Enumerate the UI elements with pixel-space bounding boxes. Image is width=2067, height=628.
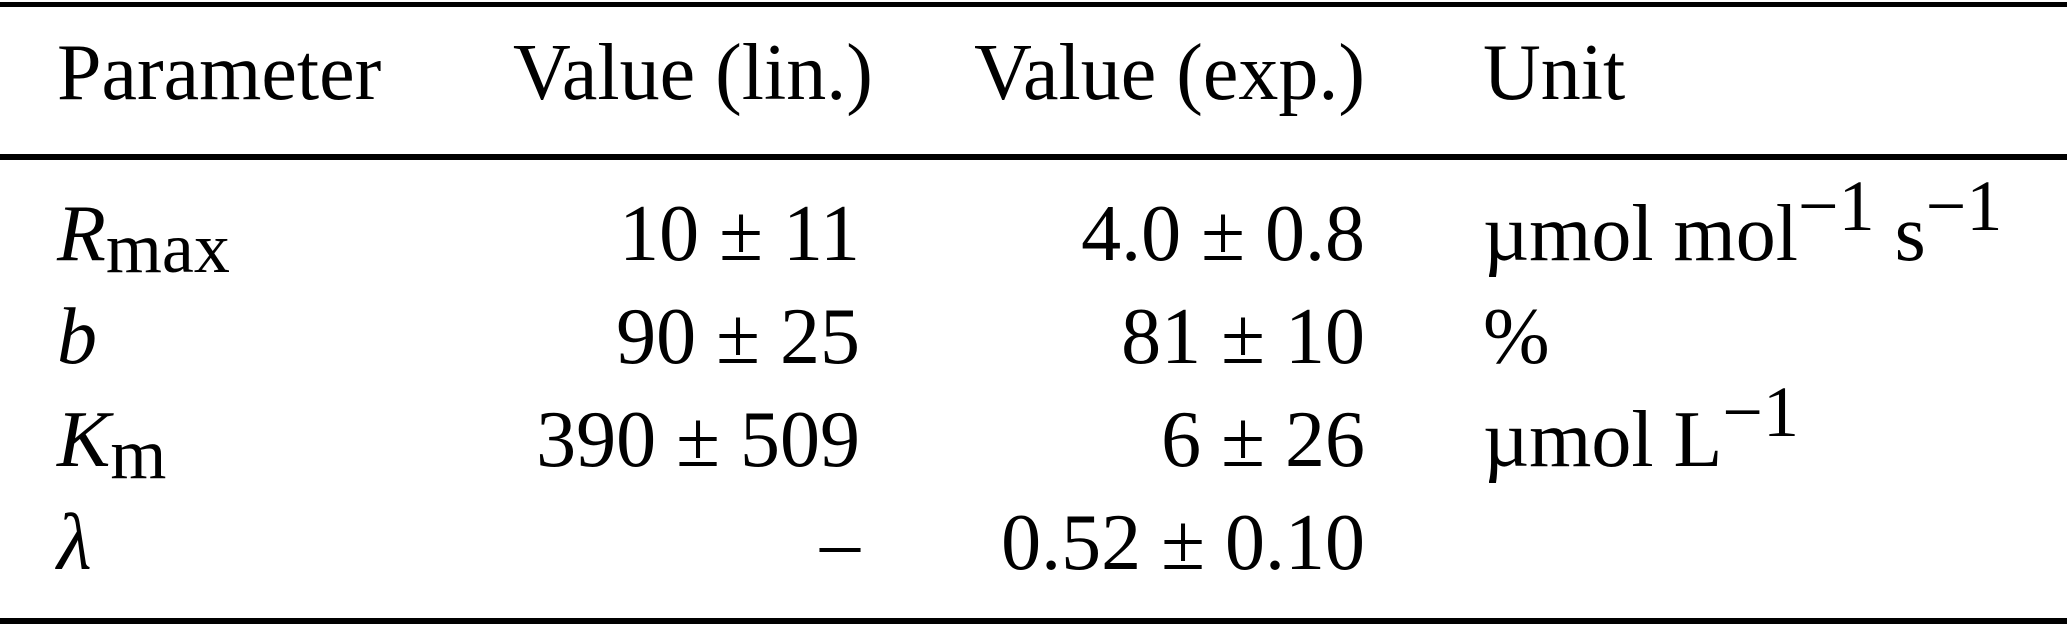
cell-value-exp: 4.0 ± 0.8	[1081, 189, 1365, 278]
cell-value-lin: –	[820, 498, 860, 587]
cell-unit: µmol L−1	[1365, 375, 2067, 479]
table-top-rule	[0, 2, 2067, 7]
table-body: Rmax 10 ± 11 4.0 ± 0.8 µmol mol−1 s−1 b 90 ± …	[0, 160, 2067, 594]
table-header-row: Parameter Value (lin.) Value (exp.) Unit	[0, 7, 2067, 154]
cell-parameter: Rmax	[57, 194, 513, 284]
cell-unit: %	[1365, 297, 2067, 377]
subscript: m	[110, 413, 167, 494]
superscript: −1	[1925, 165, 2003, 246]
cell-value-lin: 390 ± 509	[536, 395, 860, 484]
table-header-rule	[0, 154, 2067, 160]
text-segment: µmol L	[1483, 395, 1723, 484]
table-row: b 90 ± 25 81 ± 10%	[0, 285, 2067, 388]
column-header-value-lin: Value (lin.)	[513, 28, 873, 117]
cell-value-lin: 10 ± 11	[619, 189, 860, 278]
superscript: −1	[1798, 165, 1875, 246]
cell-value-lin: 90 ± 25	[616, 292, 860, 381]
text-segment: s	[1874, 189, 1926, 278]
column-header-value-exp: Value (exp.)	[974, 28, 1365, 117]
cell-parameter: λ	[57, 503, 513, 583]
superscript: −1	[1722, 371, 1800, 452]
table-bottom-rule	[0, 618, 2067, 624]
text-segment: %	[1483, 292, 1550, 381]
cell-parameter: Km	[57, 400, 513, 490]
text-segment: b	[57, 292, 97, 381]
text-segment: µmol mol	[1483, 189, 1798, 278]
cell-value-exp: 6 ± 26	[1161, 395, 1365, 484]
column-header-unit: Unit	[1483, 28, 1626, 117]
cell-value-exp: 0.52 ± 0.10	[1001, 498, 1365, 587]
table-row: λ – 0.52 ± 0.10	[0, 491, 2067, 594]
subscript: max	[105, 207, 230, 288]
text-segment: K	[57, 395, 111, 484]
cell-value-exp: 81 ± 10	[1121, 292, 1365, 381]
table-row: Km 390 ± 509 6 ± 26 µmol L−1	[0, 375, 2067, 491]
cell-parameter: b	[57, 297, 513, 377]
table-row: Rmax 10 ± 11 4.0 ± 0.8 µmol mol−1 s−1	[0, 169, 2067, 285]
cell-unit: µmol mol−1 s−1	[1365, 169, 2067, 273]
text-segment: R	[57, 189, 106, 278]
text-segment: λ	[57, 498, 92, 587]
column-header-parameter: Parameter	[57, 28, 382, 117]
